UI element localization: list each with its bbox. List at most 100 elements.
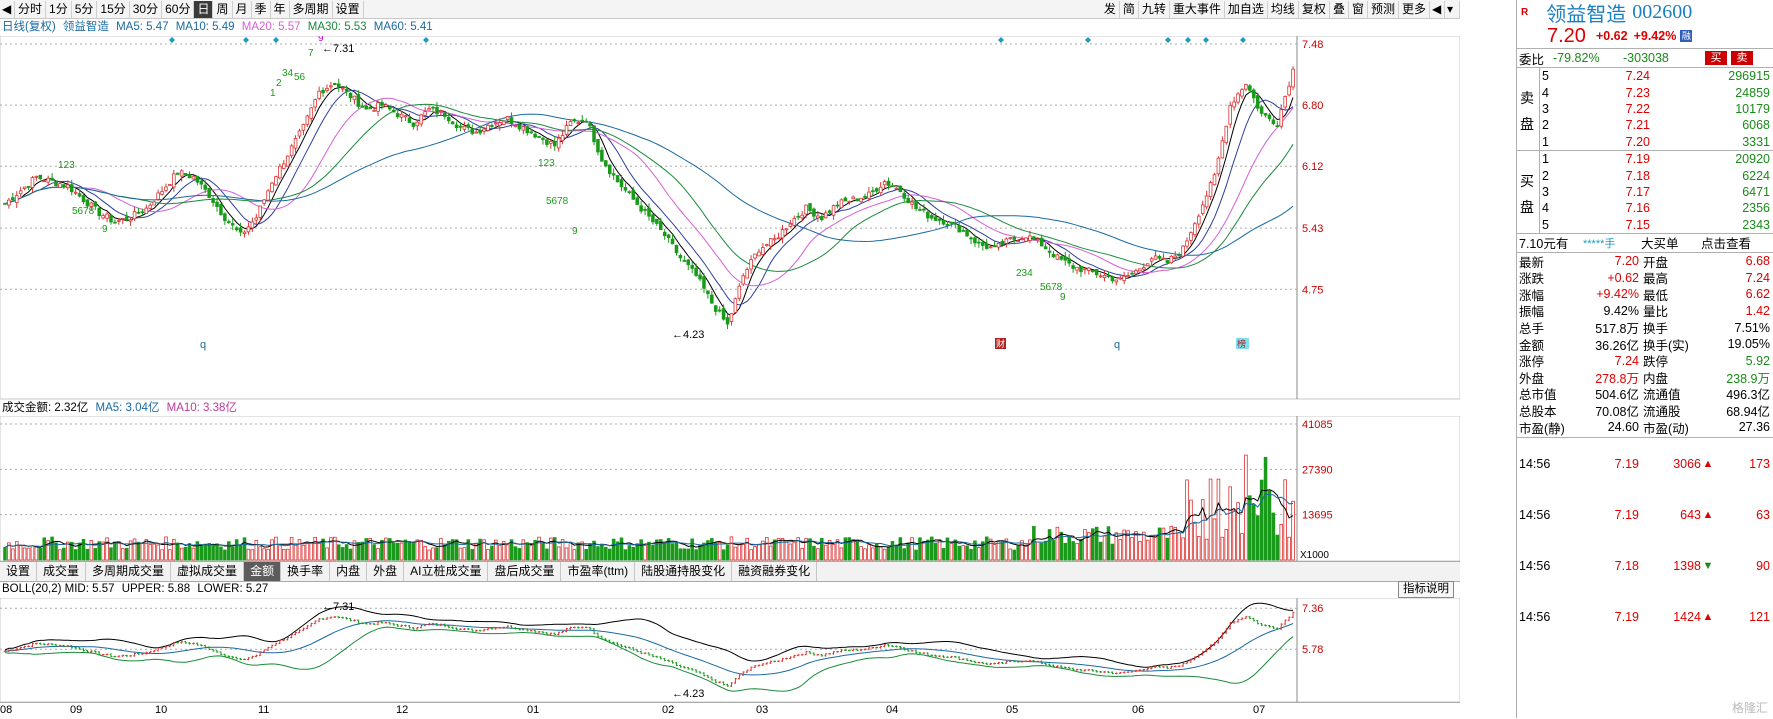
indicator-tab-3[interactable]: 虚拟成交量 xyxy=(171,562,245,581)
volume-bar xyxy=(1134,531,1138,561)
candle-body xyxy=(525,126,530,134)
indicator-tab-12[interactable]: 融资融券变化 xyxy=(732,562,818,581)
boll-chart[interactable]: 7.36 5.78 ←7.31 ←4.23 xyxy=(0,598,1460,702)
volume-bar xyxy=(808,538,812,561)
period-button-0[interactable]: 分时 xyxy=(15,0,47,18)
book-row[interactable]: 1 7.19 20920 xyxy=(1539,150,1773,168)
event-diamond-icon[interactable] xyxy=(273,37,279,43)
event-diamond-icon[interactable] xyxy=(1165,37,1171,43)
indicator-tab-9[interactable]: 盘后成交量 xyxy=(488,562,562,581)
period-button-8[interactable]: 月 xyxy=(233,0,252,18)
volume-bar xyxy=(1043,540,1048,561)
tool-button-3[interactable]: 重大事件 xyxy=(1170,0,1225,18)
event-diamond-icon[interactable] xyxy=(423,37,429,43)
volume-bar xyxy=(109,547,113,561)
volume-bar xyxy=(1185,479,1189,561)
event-diamond-icon[interactable] xyxy=(1203,37,1209,43)
period-button-11[interactable]: 多周期 xyxy=(290,0,333,18)
q-marker[interactable]: q xyxy=(200,339,206,351)
indicator-help-button[interactable]: 指标说明 xyxy=(1398,581,1454,598)
book-row[interactable]: 3 7.17 6471 xyxy=(1539,183,1773,201)
tool-button-0[interactable]: 发 xyxy=(1101,0,1120,18)
indicator-tab-11[interactable]: 陆股通持股变化 xyxy=(635,562,733,581)
period-button-7[interactable]: 周 xyxy=(213,0,233,18)
period-button-10[interactable]: 年 xyxy=(271,0,290,18)
buy-button[interactable]: 买 xyxy=(1705,51,1727,65)
tool-button-7[interactable]: 叠 xyxy=(1330,0,1349,18)
tool-button-9[interactable]: 预测 xyxy=(1368,0,1399,18)
indicator-tab-1[interactable]: 成交量 xyxy=(37,562,87,581)
volume-bar xyxy=(439,538,443,561)
indicator-tab-5[interactable]: 换手率 xyxy=(281,562,331,581)
x-axis: 08 09 10 11 12 01 02 03 04 05 06 07 xyxy=(0,702,1460,719)
trade-count: 90 xyxy=(1756,558,1770,573)
sell-button[interactable]: 卖 xyxy=(1731,51,1753,65)
event-diamond-icon[interactable] xyxy=(243,37,249,43)
dragon-tiger-icon[interactable] xyxy=(1236,338,1249,349)
candle-body xyxy=(360,105,365,108)
big-order-view-link[interactable]: 点击查看 xyxy=(1701,237,1752,252)
q-marker[interactable]: q xyxy=(1114,339,1120,351)
tool-button-4[interactable]: 加自选 xyxy=(1225,0,1268,18)
event-diamond-icon[interactable] xyxy=(998,37,1004,43)
indicator-tab-6[interactable]: 内盘 xyxy=(330,562,368,581)
candle-body xyxy=(1087,267,1091,271)
book-row[interactable]: 2 7.21 6068 xyxy=(1539,117,1773,134)
indicator-tab-10[interactable]: 市盈率(ttm) xyxy=(561,562,636,581)
candle-body xyxy=(749,259,753,270)
period-button-2[interactable]: 5分 xyxy=(72,0,98,18)
big-order-row[interactable]: 7.10元有 *****手 大买单 点击查看 xyxy=(1517,234,1773,253)
tool-button-8[interactable]: 窗 xyxy=(1349,0,1368,18)
tool-button-5[interactable]: 均线 xyxy=(1268,0,1299,18)
period-button-4[interactable]: 30分 xyxy=(130,0,163,18)
event-diamond-icon[interactable] xyxy=(1240,37,1246,43)
book-row[interactable]: 5 7.24 296915 xyxy=(1539,68,1773,85)
indicator-tab-2[interactable]: 多周期成交量 xyxy=(86,562,172,581)
volume-bar xyxy=(768,545,773,561)
book-row[interactable]: 5 7.15 2343 xyxy=(1539,216,1773,233)
period-button-3[interactable]: 15分 xyxy=(97,0,130,18)
x-axis-label-6: 02 xyxy=(662,704,675,716)
indicator-tab-8[interactable]: AI立桩成交量 xyxy=(404,562,489,581)
candle-body xyxy=(1177,254,1181,257)
book-row[interactable]: 1 7.20 3331 xyxy=(1539,133,1773,150)
period-button-1[interactable]: 1分 xyxy=(46,0,72,18)
period-button-6[interactable]: 日 xyxy=(194,0,214,18)
book-row[interactable]: 4 7.23 24859 xyxy=(1539,84,1773,101)
book-volume: 6224 xyxy=(1742,168,1770,183)
volume-bar xyxy=(643,545,647,561)
volume-bar xyxy=(246,548,251,561)
financial-report-icon[interactable] xyxy=(995,338,1006,349)
tool-button-10[interactable]: 更多 xyxy=(1399,0,1430,18)
indicator-tab-7[interactable]: 外盘 xyxy=(367,562,405,581)
candle-body xyxy=(796,215,801,218)
candle-body xyxy=(922,208,926,211)
period-button-12[interactable]: 设置 xyxy=(333,0,364,18)
indicator-tab-4[interactable]: 金额 xyxy=(244,562,282,581)
tool-button-6[interactable]: 复权 xyxy=(1299,0,1330,18)
dropdown-button[interactable]: ▾ xyxy=(1445,0,1460,18)
trade-price: 7.18 xyxy=(1614,558,1639,573)
expand-right-button[interactable]: ◀ xyxy=(1430,0,1445,18)
candle-body xyxy=(364,105,369,110)
period-button-5[interactable]: 60分 xyxy=(162,0,195,18)
volume-chart[interactable]: 41085 27390 13695 X1000 xyxy=(0,416,1460,561)
period-button-9[interactable]: 季 xyxy=(252,0,271,18)
stat-value: +0.62 xyxy=(1607,270,1639,285)
tool-button-1[interactable]: 简 xyxy=(1120,0,1139,18)
book-row[interactable]: 2 7.18 6224 xyxy=(1539,167,1773,184)
indicator-tab-0[interactable]: 设置 xyxy=(0,562,38,581)
book-row[interactable]: 3 7.22 10179 xyxy=(1539,100,1773,118)
candle-body xyxy=(886,180,891,186)
event-diamond-icon[interactable] xyxy=(1085,37,1091,43)
collapse-left-button[interactable]: ◀ xyxy=(0,0,15,18)
event-diamond-icon[interactable] xyxy=(169,37,175,43)
volume-bar xyxy=(282,549,286,561)
candle-body xyxy=(97,207,101,217)
event-diamond-icon[interactable] xyxy=(1185,37,1191,43)
tool-button-2[interactable]: 九转 xyxy=(1139,0,1170,18)
book-row[interactable]: 4 7.16 2356 xyxy=(1539,200,1773,217)
volume-bar xyxy=(945,537,950,561)
book-volume: 24859 xyxy=(1735,85,1770,100)
